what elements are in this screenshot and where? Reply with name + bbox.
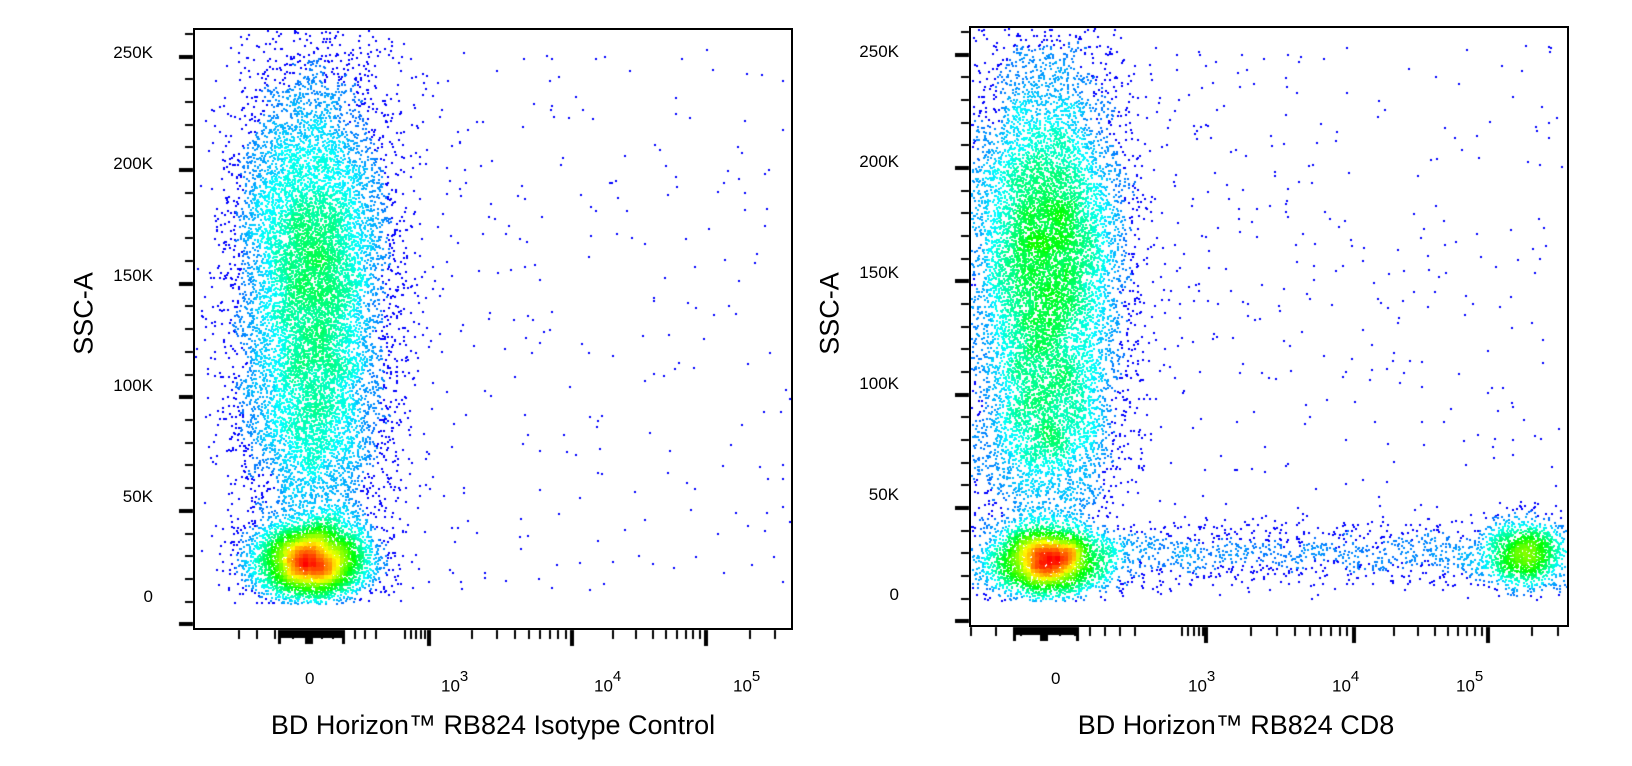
x-axis-label: BD Horizon™ RB824 CD8 (1077, 710, 1395, 740)
x-tick-label-1e3: 103 (441, 668, 469, 696)
y-tick-label: 100K (113, 376, 153, 395)
plot-area (969, 26, 1569, 627)
y-tick-label: 200K (113, 154, 153, 173)
x-tick-label-1e5: 105 (733, 668, 761, 696)
y-tick-label: 150K (859, 263, 899, 282)
x-tick-label-1e4: 104 (594, 668, 622, 696)
plot-panel-cd8: 250K 200K 150K 100K 50K 0 0 103 104 105 … (776, 0, 1592, 766)
plot-panel-isotype-control: 250K 200K 150K 100K 50K 0 0 103 104 105 … (0, 0, 816, 766)
y-tick-label: 250K (859, 42, 899, 61)
scatter-canvas (195, 30, 791, 628)
plot-area (193, 28, 793, 630)
y-axis-label: SSC-A (68, 272, 99, 355)
x-tick-label-zero: 0 (305, 669, 315, 688)
y-tick-label: 150K (113, 266, 153, 285)
x-tick-label-1e4: 104 (1332, 668, 1360, 696)
scatter-canvas (971, 28, 1567, 625)
y-tick-label: 0 (889, 585, 899, 604)
x-tick-label-1e5: 105 (1456, 668, 1484, 696)
x-tick-label-zero: 0 (1051, 669, 1061, 688)
y-tick-label: 0 (143, 587, 153, 606)
x-tick-label-1e3: 103 (1188, 668, 1216, 696)
y-tick-label: 200K (859, 152, 899, 171)
y-tick-label: 100K (859, 374, 899, 393)
y-tick-label: 50K (868, 485, 899, 504)
y-tick-label: 50K (122, 487, 153, 506)
y-tick-label: 250K (113, 43, 153, 62)
x-axis-label: BD Horizon™ RB824 Isotype Control (270, 710, 716, 740)
y-axis-label: SSC-A (814, 272, 845, 355)
